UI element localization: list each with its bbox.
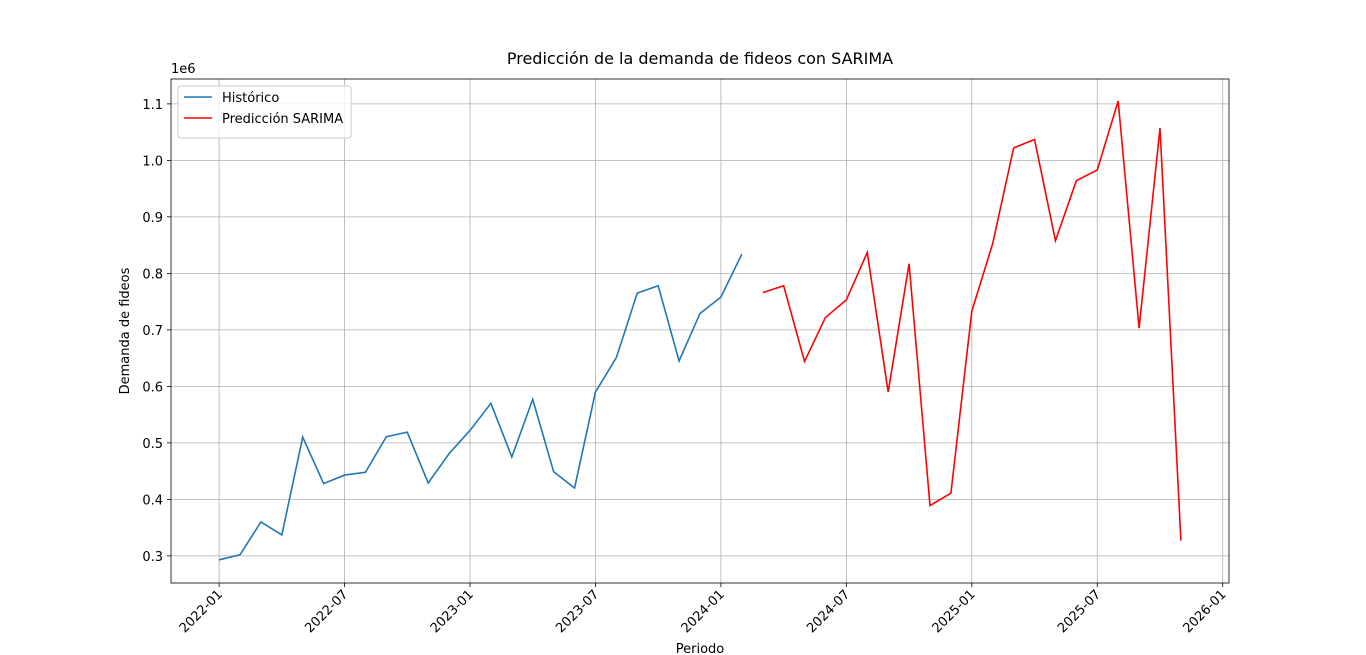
y-tick-label: 0.3	[142, 550, 163, 565]
x-tick-label: 2022-01	[177, 587, 226, 636]
x-tick-label: 2022-07	[302, 587, 351, 636]
x-tick-label: 2023-07	[553, 587, 602, 636]
plot-frame	[170, 78, 1230, 584]
x-tick-label: 2026-01	[1181, 587, 1230, 636]
x-tick-label: 2025-01	[930, 587, 979, 636]
x-tick-label: 2024-01	[679, 587, 728, 636]
y-tick-label: 0.7	[142, 324, 163, 339]
chart-title: Predicción de la demanda de fideos con S…	[507, 49, 893, 68]
y-tick-label: 1.1	[142, 98, 163, 113]
y-axis-label: Demanda de fideos	[118, 267, 133, 394]
legend-label: Predicción SARIMA	[222, 112, 343, 127]
y-offset-label: 1e6	[171, 62, 196, 77]
y-tick-label: 0.4	[142, 493, 163, 508]
x-tick-label: 2024-07	[804, 587, 853, 636]
y-tick-label: 0.8	[142, 267, 163, 282]
x-tick-label: 2025-07	[1055, 587, 1104, 636]
series-line	[762, 100, 1182, 541]
legend-label: Histórico	[222, 91, 279, 106]
x-tick-label: 2023-01	[428, 587, 477, 636]
x-axis-label: Periodo	[676, 642, 725, 655]
legend-box	[177, 85, 352, 139]
legend: Histórico Predicción SARIMA	[177, 85, 352, 139]
series-line	[218, 253, 743, 561]
y-tick-label: 0.9	[142, 211, 163, 226]
y-tick-label: 0.6	[142, 380, 163, 395]
y-tick-label: 0.5	[142, 437, 163, 452]
y-tick-label: 1.0	[142, 154, 163, 169]
